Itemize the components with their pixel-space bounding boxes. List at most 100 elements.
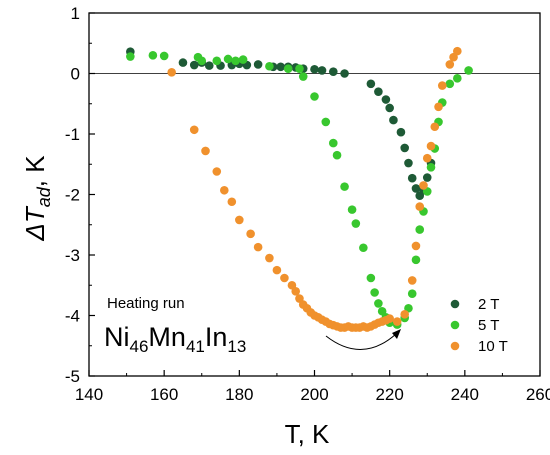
data-point	[389, 115, 398, 125]
y-tick-label: 1	[71, 4, 80, 23]
formula-subscript: 13	[227, 337, 246, 356]
data-point	[235, 215, 244, 225]
formula-subscript: 41	[186, 337, 205, 356]
data-point	[404, 158, 413, 168]
data-point	[419, 181, 428, 190]
data-point	[445, 60, 455, 69]
data-point	[280, 273, 289, 283]
data-point	[328, 67, 338, 76]
data-point	[370, 288, 379, 297]
data-point	[351, 219, 361, 228]
legend: 2 T 5 T 10 T	[450, 296, 508, 355]
x-tick-label: 260	[526, 385, 550, 404]
data-point	[201, 146, 210, 156]
data-point	[204, 61, 214, 70]
formula-element: Mn	[148, 322, 186, 352]
data-point	[253, 60, 263, 69]
data-point	[159, 51, 169, 61]
data-point	[189, 60, 199, 70]
data-point	[411, 255, 421, 265]
legend-label: 10 T	[478, 338, 508, 355]
data-points-layer	[126, 46, 473, 332]
data-point	[407, 289, 417, 299]
data-point	[366, 79, 376, 89]
data-point	[366, 273, 376, 283]
formula-element: In	[205, 322, 228, 352]
data-point	[340, 69, 349, 78]
data-point	[359, 243, 368, 253]
data-point	[422, 173, 432, 182]
y-tick-label: -2	[65, 186, 80, 205]
data-point	[178, 58, 188, 67]
data-point	[445, 79, 455, 89]
data-point	[212, 56, 222, 66]
data-point	[411, 241, 421, 251]
data-point	[385, 103, 394, 113]
data-point	[407, 173, 417, 183]
data-point	[265, 61, 274, 71]
y-tick-label: -4	[65, 307, 80, 326]
data-point	[415, 225, 425, 234]
legend-label: 5 T	[478, 317, 499, 334]
data-point	[298, 72, 308, 81]
data-point	[272, 265, 282, 275]
y-axis-title-suffix: , K	[20, 155, 50, 187]
y-tick-label: -5	[65, 367, 80, 386]
data-point	[295, 64, 304, 73]
data-point	[231, 56, 240, 66]
data-point	[453, 46, 462, 56]
data-point	[265, 253, 274, 263]
data-point	[291, 287, 301, 296]
data-point	[310, 64, 319, 74]
data-point	[223, 54, 233, 64]
data-point	[411, 184, 421, 193]
y-tick-label: 0	[71, 65, 80, 84]
data-point	[464, 66, 473, 75]
data-point	[212, 167, 222, 176]
y-axis-title-subscript: ad	[34, 186, 54, 207]
x-axis-title: T, K	[285, 419, 330, 449]
formula-element: Ni	[104, 322, 130, 352]
data-point	[253, 242, 263, 252]
data-point	[220, 185, 229, 195]
data-point	[310, 92, 319, 101]
legend-marker	[450, 341, 460, 351]
data-point	[238, 55, 248, 64]
data-point	[328, 138, 338, 148]
data-point	[197, 56, 207, 66]
data-point	[415, 202, 425, 211]
x-tick-label: 200	[300, 385, 328, 404]
data-point	[317, 66, 327, 75]
data-point	[276, 62, 285, 72]
data-point	[381, 95, 391, 104]
data-point	[437, 81, 447, 90]
x-tick-label: 220	[375, 385, 403, 404]
data-point	[453, 74, 462, 83]
y-axis-title-main: ΔT	[20, 205, 50, 241]
data-point	[374, 87, 383, 96]
data-point	[246, 229, 255, 239]
data-point	[385, 314, 394, 323]
data-point	[347, 205, 357, 214]
y-axis-title: ΔTad, K	[20, 155, 54, 242]
data-point	[189, 125, 199, 135]
data-point	[396, 127, 406, 137]
data-point	[430, 122, 440, 132]
data-point	[434, 102, 443, 112]
data-point	[283, 64, 293, 73]
data-point	[227, 197, 237, 207]
data-point	[148, 51, 158, 60]
legend-marker	[450, 299, 460, 309]
heating-direction-arrow	[325, 333, 397, 350]
x-tick-label: 240	[451, 385, 479, 404]
data-point	[374, 299, 383, 308]
y-tick-label: -3	[65, 246, 80, 265]
data-point	[167, 67, 176, 77]
data-point	[400, 143, 410, 153]
data-point	[340, 182, 349, 191]
data-point	[422, 153, 432, 163]
axis-ticks-layer: 140 160 180 200 220 240 260 1 0 -1 -2 -3 -4 -5	[65, 4, 550, 404]
data-point	[426, 162, 436, 172]
y-tick-label: -1	[65, 125, 80, 144]
